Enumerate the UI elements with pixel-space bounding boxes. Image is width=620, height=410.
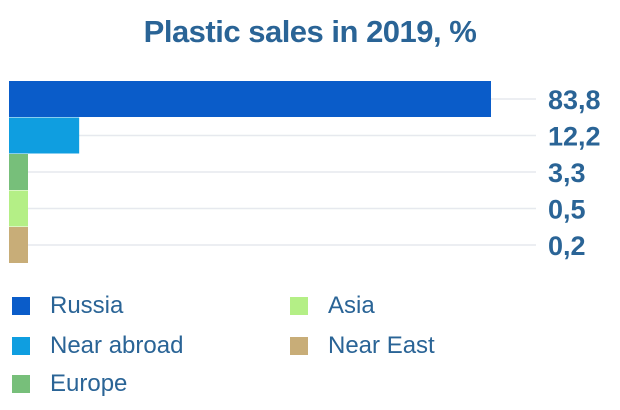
bars [9,81,491,263]
value-label-near-abroad: 12,2 [548,122,601,152]
value-label-near-east: 0,2 [548,231,586,261]
bar-asia [9,190,28,227]
grid-lines [9,98,536,246]
value-label-russia: 83,8 [548,85,601,115]
bar-near-abroad [9,117,80,154]
value-label-europe: 3,3 [548,158,586,188]
value-labels: 83,8 12,2 3,3 0,5 0,2 [548,85,601,261]
bar-europe [9,154,28,190]
chart-title: Plastic sales in 2019, % [143,14,477,49]
bar-near-east [9,227,28,263]
value-label-asia: 0,5 [548,195,586,225]
bar-russia [9,81,491,117]
